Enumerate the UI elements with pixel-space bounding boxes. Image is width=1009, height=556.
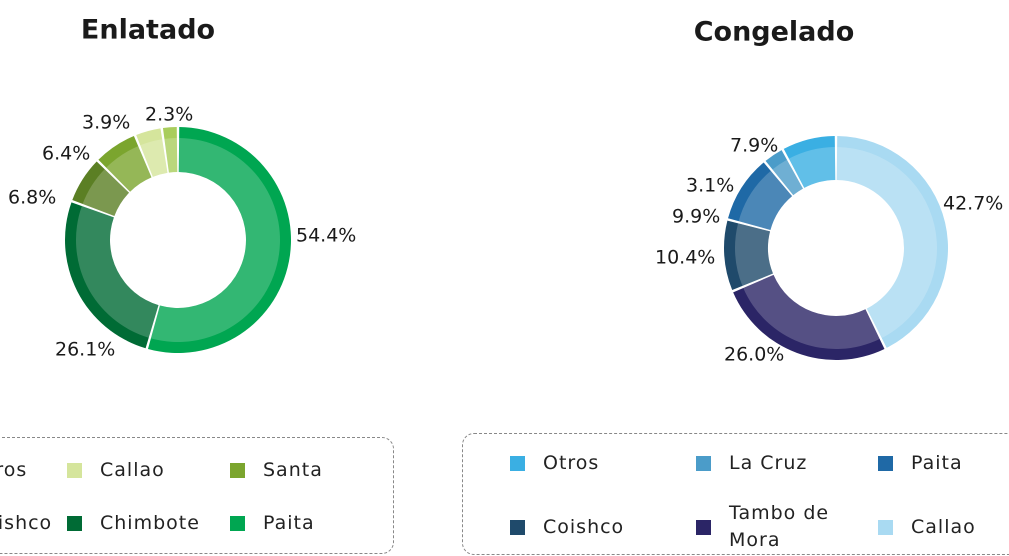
legend-label: Paita [263, 511, 315, 534]
data-label: 6.4% [42, 143, 90, 165]
data-label: 10.4% [655, 247, 715, 269]
data-label: 7.9% [730, 135, 778, 157]
donut-segment-inner [150, 138, 280, 342]
donut-segment [65, 202, 159, 349]
donut-segment-inner [743, 274, 880, 349]
donut-segment [783, 136, 836, 188]
legend-label: Callao [911, 515, 976, 538]
legend-item: Paita [230, 496, 315, 550]
legend-label: Tambo de Mora [729, 502, 830, 551]
donut-segment [136, 128, 168, 177]
legend-label: Coishco [543, 515, 625, 538]
donut-segment-inner [735, 223, 773, 286]
legend-item: Tambo de Mora [696, 500, 854, 554]
data-label: 3.1% [686, 175, 734, 197]
donut-segment-inner [140, 139, 168, 177]
legend-label: Paita [911, 451, 963, 474]
legend-label: Santa [263, 458, 323, 481]
legend-item: Otros [510, 436, 599, 490]
data-label: 9.9% [672, 206, 720, 228]
donut-segment [724, 220, 773, 291]
donut-segment [728, 162, 793, 230]
legend-item: Paita [878, 436, 963, 490]
legend-item: Santa [230, 443, 323, 497]
legend-item: Chimbote [67, 496, 200, 550]
legend-item: Callao [67, 443, 165, 497]
legend-item: Callao [878, 500, 976, 554]
chart-title: Enlatado [81, 15, 215, 46]
legend-label: La Cruz [729, 451, 808, 474]
data-label: 26.0% [724, 344, 784, 366]
legend-label: Chimbote [100, 511, 200, 534]
donut-segment [733, 274, 885, 360]
data-label: 26.1% [55, 339, 115, 361]
legend-item: Coishco [510, 500, 624, 554]
data-label: 42.7% [943, 193, 1003, 215]
legend-swatch [510, 519, 525, 535]
legend-label: Coishco [0, 511, 53, 534]
legend-item: Coishco [0, 496, 52, 550]
legend-label: Otros [0, 458, 28, 481]
legend-swatch [67, 462, 82, 478]
legend-swatch [696, 455, 711, 471]
donut-segment [72, 161, 130, 216]
chart-title: Congelado [694, 17, 855, 48]
legend-swatch [230, 462, 245, 478]
donut-segment [162, 127, 178, 173]
legend-item: Otros [0, 443, 27, 497]
donut-segment [836, 136, 949, 348]
donut-segment-inner [836, 147, 938, 339]
legend-label: Callao [100, 458, 165, 481]
donut-segment-inner [772, 159, 803, 196]
data-label: 3.9% [82, 112, 130, 134]
legend-swatch [230, 515, 245, 531]
donut-segment-inner [76, 206, 159, 338]
data-label: 54.4% [296, 225, 356, 247]
donut-segment-inner [82, 169, 130, 216]
donut-segment-inner [164, 138, 178, 173]
donut-segment [98, 135, 152, 192]
legend-swatch [696, 519, 711, 535]
legend-swatch [878, 455, 893, 471]
donut-segment [765, 150, 803, 196]
legend-box [0, 437, 394, 554]
legend-item: La Cruz [696, 436, 807, 490]
donut-segment-inner [106, 146, 152, 192]
data-label: 2.3% [145, 104, 193, 126]
legend-swatch [510, 455, 525, 471]
legend-swatch [878, 519, 893, 535]
legend-swatch [67, 515, 82, 531]
donut-segment-inner [738, 170, 793, 230]
donut-segment-inner [788, 147, 836, 188]
legend-box [462, 433, 1009, 555]
data-label: 6.8% [8, 187, 56, 209]
donut-segment [147, 127, 292, 353]
legend-label: Otros [543, 451, 600, 474]
